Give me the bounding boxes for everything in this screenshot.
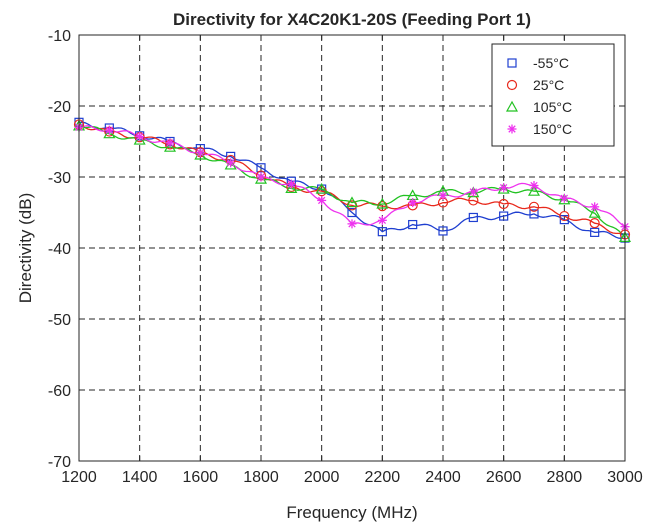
marker-stroke: [226, 159, 235, 167]
y-tick-label: -10: [48, 28, 71, 45]
marker-stroke: [166, 139, 174, 147]
data-point-series-2: [589, 218, 600, 229]
x-tick-label: 2400: [425, 469, 461, 486]
x-axis-label: Frequency (MHz): [286, 503, 417, 522]
data-point-series-2: [528, 201, 540, 212]
x-tick-label: 2000: [304, 469, 340, 486]
data-point-series-3: [497, 182, 510, 194]
data-point-series-3: [163, 140, 177, 152]
y-tick-labels: -70 -60 -50 -40 -30 -20 -10: [48, 28, 71, 471]
legend-label-3: 105°C: [533, 99, 572, 115]
data-point-series-4: [104, 125, 114, 135]
legend-marker-3: [505, 100, 519, 112]
data-point-series-4: [317, 195, 327, 205]
x-tick-label: 1600: [183, 469, 219, 486]
data-point-series-2: [559, 210, 570, 222]
legend-marker-1: [507, 58, 517, 68]
data-point-series-4: [347, 219, 357, 229]
data-point-series-1: [559, 215, 569, 225]
legend-entries: -55°C 25°C 105°C 150°C: [505, 55, 572, 137]
x-tick-label: 2600: [486, 469, 522, 486]
data-point-series-4: [135, 132, 145, 142]
data-point-series-3: [285, 182, 298, 193]
data-point-series-4: [559, 193, 569, 203]
marker-stroke: [590, 203, 599, 211]
chart-title: Directivity for X4C20K1-20S (Feeding Por…: [173, 10, 531, 29]
data-point-series-3: [315, 182, 328, 194]
data-point-series-4: [286, 179, 296, 189]
data-point-series-1: [590, 227, 600, 237]
data-point-series-1: [347, 207, 357, 218]
data-point-series-2: [498, 198, 509, 210]
data-point-series-4: [195, 148, 205, 158]
marker-stroke: [348, 220, 356, 228]
data-point-series-3: [558, 193, 571, 205]
y-axis-label: Directivity (dB): [16, 193, 35, 304]
marker-stroke: [508, 125, 516, 133]
data-point-series-4: [499, 183, 509, 193]
x-tick-label: 2800: [547, 469, 583, 486]
data-point-series-4: [590, 202, 600, 212]
marker-stroke: [196, 149, 205, 157]
data-point-series-3: [345, 196, 359, 208]
data-point-series-1: [377, 227, 387, 237]
x-tick-labels: 1200 1400 1600 1800 2000 2200 2400 2600 2800 3000: [61, 469, 643, 486]
data-point-series-4: [408, 198, 418, 208]
data-point-series-3: [376, 197, 389, 209]
data-point-series-4: [529, 181, 539, 191]
x-tick-label: 1400: [122, 469, 158, 486]
data-point-series-4: [438, 190, 448, 200]
data-point-series-4: [377, 215, 387, 225]
marker-stroke: [135, 132, 144, 141]
data-point-series-4: [256, 172, 266, 182]
data-point-series-3: [588, 206, 601, 218]
marker-stroke: [408, 198, 417, 207]
marker-stroke: [439, 191, 447, 200]
x-tick-label: 2200: [365, 469, 401, 486]
data-point-series-1: [256, 163, 266, 173]
legend-marker-2: [506, 79, 518, 91]
data-point-series-4: [468, 187, 478, 197]
marker-stroke: [469, 188, 478, 196]
y-tick-label: -20: [48, 99, 71, 116]
data-point-series-1: [529, 209, 539, 219]
y-tick-label: -70: [48, 454, 71, 471]
legend-marker-4: [507, 124, 517, 134]
legend: -55°C 25°C 105°C 150°C: [491, 43, 615, 147]
marker-stroke: [530, 181, 538, 190]
data-point-series-1: [499, 211, 509, 221]
marker-stroke: [560, 194, 569, 202]
y-tick-label: -50: [48, 312, 71, 329]
legend-label-1: -55°C: [533, 55, 569, 71]
marker-stroke: [105, 126, 114, 134]
marker-stroke: [378, 216, 387, 225]
x-tick-label: 1800: [243, 469, 279, 486]
marker-stroke: [317, 196, 326, 205]
x-tick-label: 1200: [61, 469, 97, 486]
data-point-series-1: [408, 219, 418, 230]
data-point-series-4: [226, 158, 236, 168]
legend-label-4: 150°C: [533, 121, 572, 137]
marker-stroke: [287, 180, 296, 188]
marker-stroke: [499, 183, 508, 192]
y-tick-label: -30: [48, 170, 71, 187]
marker-stroke: [257, 173, 265, 181]
y-tick-label: -40: [48, 241, 71, 258]
x-tick-label: 3000: [607, 469, 643, 486]
legend-label-2: 25°C: [533, 77, 564, 93]
axes-box: [78, 34, 626, 462]
data-point-series-3: [527, 184, 541, 196]
data-point-series-1: [438, 226, 448, 236]
series-markers: [72, 117, 632, 243]
data-point-series-1: [468, 212, 478, 223]
y-tick-label: -60: [48, 383, 71, 400]
data-point-series-4: [165, 138, 175, 148]
